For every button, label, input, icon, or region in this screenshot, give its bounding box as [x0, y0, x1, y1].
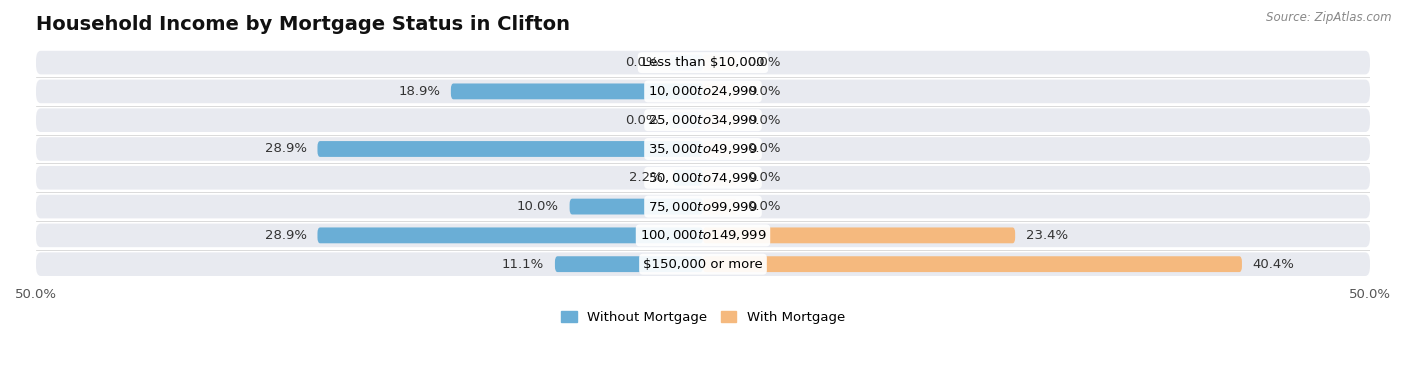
Text: $25,000 to $34,999: $25,000 to $34,999 — [648, 113, 758, 127]
FancyBboxPatch shape — [37, 223, 1369, 247]
FancyBboxPatch shape — [569, 199, 703, 214]
Text: 11.1%: 11.1% — [502, 258, 544, 271]
FancyBboxPatch shape — [669, 55, 703, 71]
FancyBboxPatch shape — [703, 170, 737, 186]
Text: 23.4%: 23.4% — [1026, 229, 1069, 242]
FancyBboxPatch shape — [703, 256, 1241, 272]
FancyBboxPatch shape — [37, 195, 1369, 218]
Text: 18.9%: 18.9% — [398, 85, 440, 98]
Text: 0.0%: 0.0% — [747, 85, 780, 98]
FancyBboxPatch shape — [37, 108, 1369, 132]
FancyBboxPatch shape — [673, 170, 703, 186]
FancyBboxPatch shape — [703, 199, 737, 214]
FancyBboxPatch shape — [703, 84, 737, 99]
Text: 28.9%: 28.9% — [264, 143, 307, 155]
FancyBboxPatch shape — [669, 112, 703, 128]
Text: $10,000 to $24,999: $10,000 to $24,999 — [648, 84, 758, 98]
FancyBboxPatch shape — [37, 80, 1369, 103]
FancyBboxPatch shape — [555, 256, 703, 272]
Text: 28.9%: 28.9% — [264, 229, 307, 242]
FancyBboxPatch shape — [703, 55, 737, 71]
Text: Less than $10,000: Less than $10,000 — [641, 56, 765, 69]
FancyBboxPatch shape — [37, 137, 1369, 161]
Text: $100,000 to $149,999: $100,000 to $149,999 — [640, 228, 766, 242]
Text: $150,000 or more: $150,000 or more — [643, 258, 763, 271]
Text: $50,000 to $74,999: $50,000 to $74,999 — [648, 171, 758, 185]
Text: Household Income by Mortgage Status in Clifton: Household Income by Mortgage Status in C… — [37, 15, 569, 34]
FancyBboxPatch shape — [37, 51, 1369, 74]
FancyBboxPatch shape — [37, 253, 1369, 276]
Text: 0.0%: 0.0% — [747, 171, 780, 184]
Text: $75,000 to $99,999: $75,000 to $99,999 — [648, 200, 758, 214]
Text: 0.0%: 0.0% — [747, 56, 780, 69]
Text: 2.2%: 2.2% — [630, 171, 664, 184]
FancyBboxPatch shape — [318, 141, 703, 157]
Text: 0.0%: 0.0% — [747, 143, 780, 155]
Text: $35,000 to $49,999: $35,000 to $49,999 — [648, 142, 758, 156]
Text: 0.0%: 0.0% — [626, 56, 659, 69]
Text: 0.0%: 0.0% — [747, 114, 780, 127]
FancyBboxPatch shape — [37, 166, 1369, 190]
Text: 40.4%: 40.4% — [1253, 258, 1295, 271]
Legend: Without Mortgage, With Mortgage: Without Mortgage, With Mortgage — [555, 305, 851, 329]
FancyBboxPatch shape — [318, 228, 703, 243]
Text: 0.0%: 0.0% — [747, 200, 780, 213]
FancyBboxPatch shape — [703, 141, 737, 157]
FancyBboxPatch shape — [451, 84, 703, 99]
Text: Source: ZipAtlas.com: Source: ZipAtlas.com — [1267, 11, 1392, 24]
Text: 0.0%: 0.0% — [626, 114, 659, 127]
FancyBboxPatch shape — [703, 228, 1015, 243]
Text: 10.0%: 10.0% — [517, 200, 560, 213]
FancyBboxPatch shape — [703, 112, 737, 128]
